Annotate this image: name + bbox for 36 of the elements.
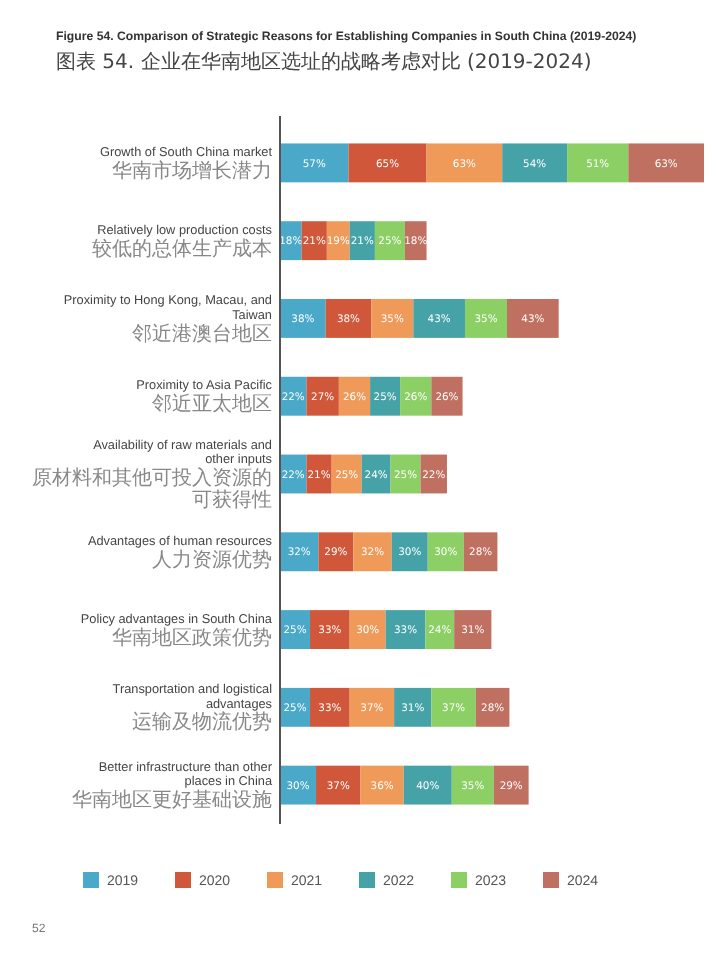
bar: [454, 610, 492, 649]
bar: [451, 765, 494, 805]
bar: [403, 765, 452, 805]
bar: [567, 143, 629, 183]
bar: [374, 221, 405, 261]
bar: [394, 687, 432, 727]
bar: [427, 532, 464, 572]
bar: [628, 143, 704, 183]
bar: [464, 299, 508, 338]
bar: [325, 299, 372, 338]
bar: [507, 299, 559, 338]
bar: [349, 687, 395, 727]
chart-subtitle: 图表 54. 企业在华南地区选址的战略考虑对比 (2019-2024): [56, 50, 592, 74]
bar: [360, 765, 404, 805]
bar: [385, 610, 426, 649]
bar: [431, 687, 476, 727]
bar: [310, 610, 350, 649]
bar: [370, 376, 401, 416]
bar: [349, 610, 386, 649]
bar: [431, 376, 463, 416]
bar: [280, 143, 349, 183]
bar: [371, 299, 414, 338]
bar: [426, 143, 503, 183]
bar: [391, 532, 428, 572]
bar: [348, 143, 427, 183]
bar: [306, 454, 332, 494]
bar: [353, 532, 392, 572]
bar: [425, 610, 455, 649]
bar: [502, 143, 568, 183]
bar: [306, 376, 339, 416]
bar: [413, 299, 465, 338]
bar: [318, 532, 354, 572]
bar: [310, 687, 350, 727]
bar: [493, 765, 529, 805]
bar: [280, 299, 326, 338]
bar: [316, 765, 361, 805]
